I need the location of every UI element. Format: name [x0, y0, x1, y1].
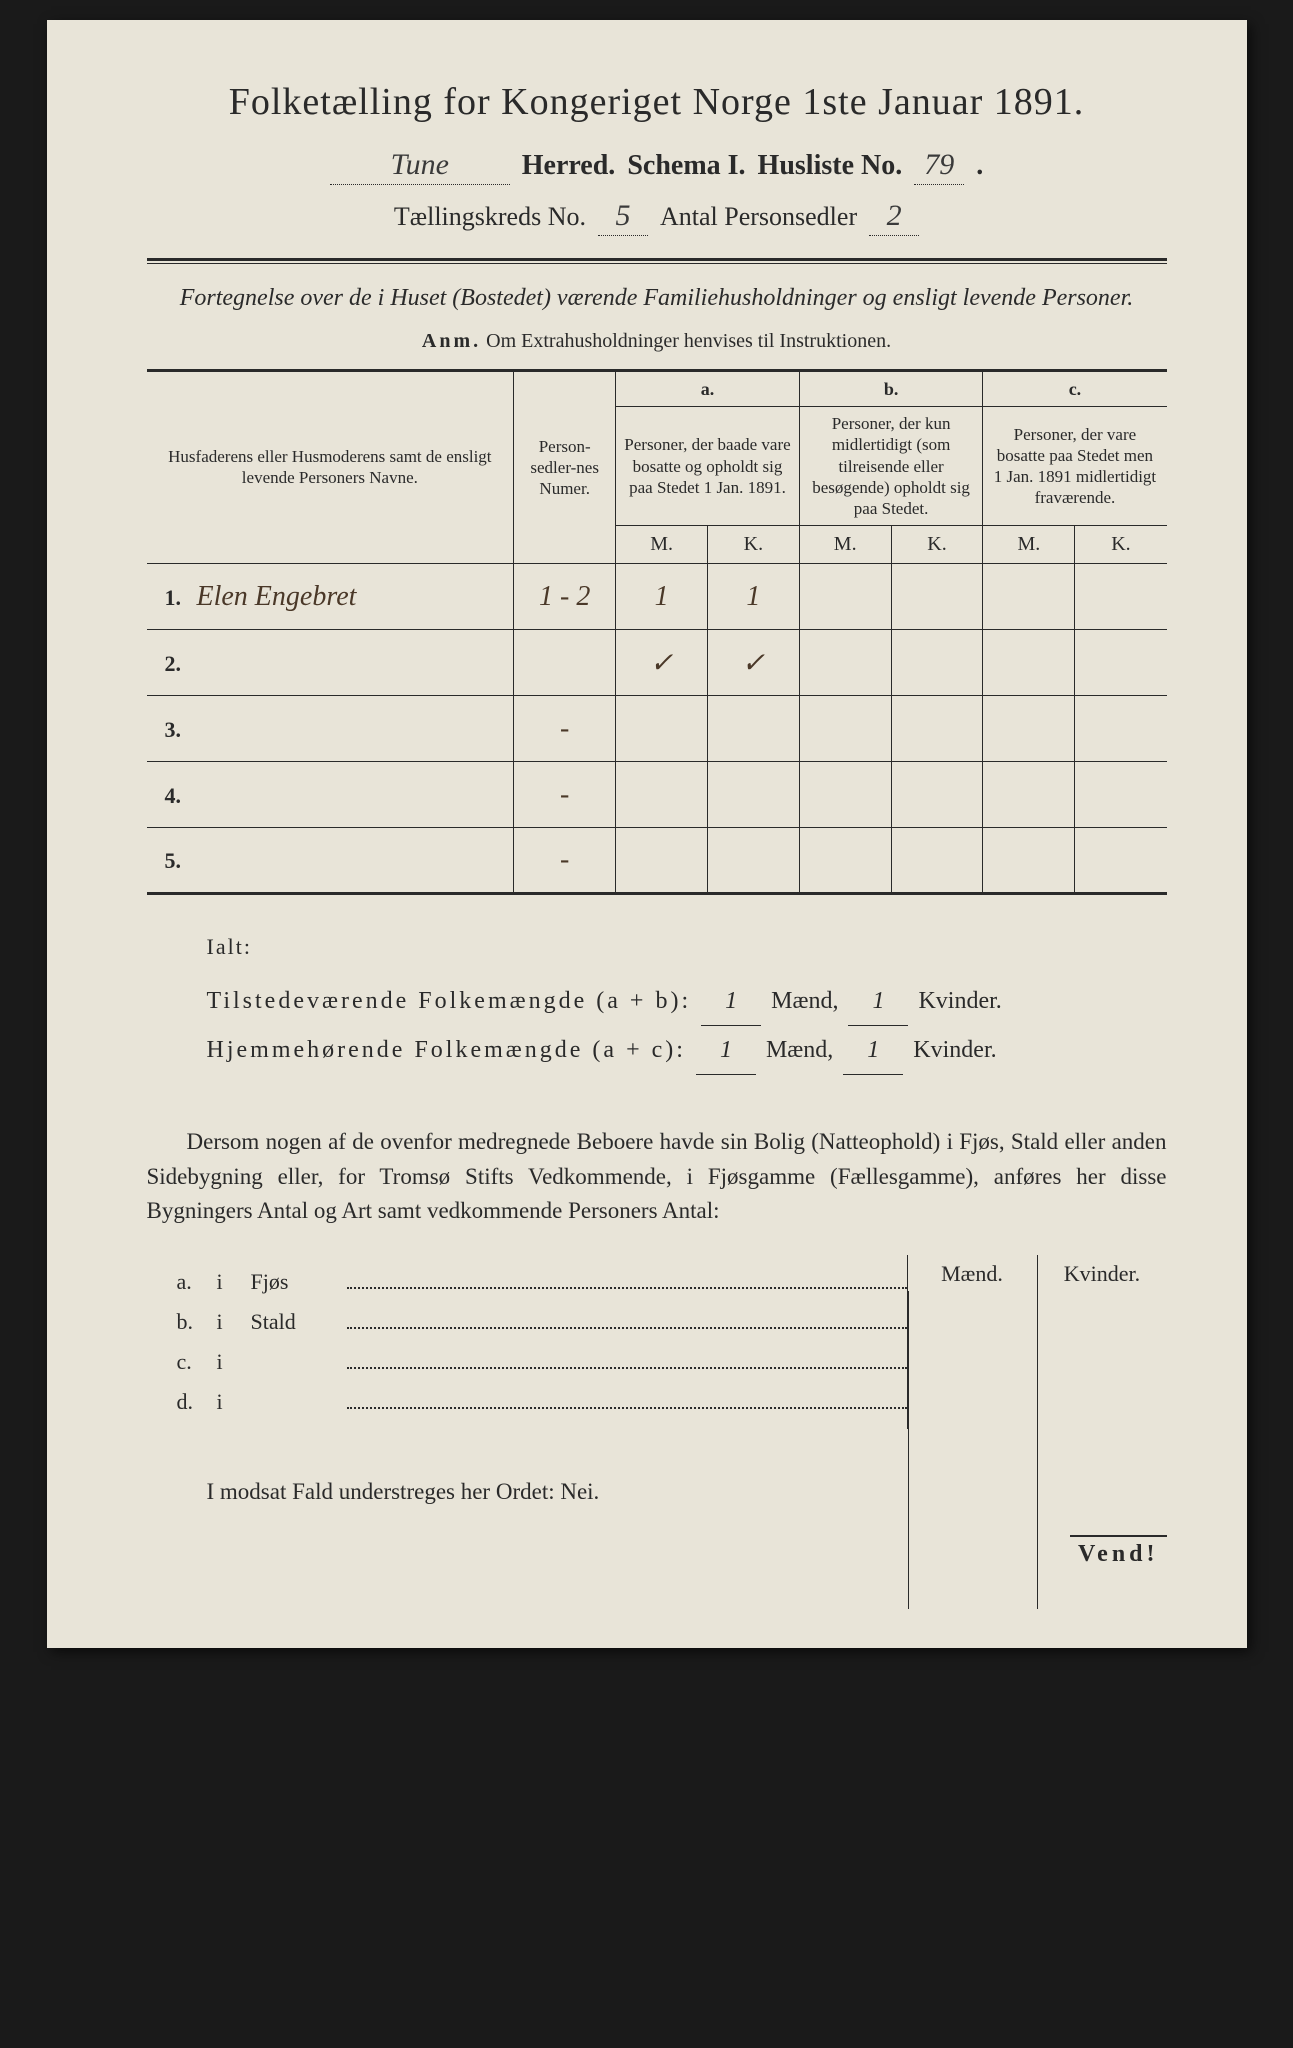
anm-line: Anm. Om Extrahusholdninger henvises til … [147, 330, 1167, 353]
row-a: ✓ ✓ [616, 630, 800, 696]
table-row: 1. Elen Engebret 1 - 2 1 1 [147, 564, 1167, 630]
line2-label: Hjemmehørende Folkemængde (a + c): [207, 1037, 686, 1063]
row-name: 2. [147, 630, 514, 696]
col-a-k: K. [708, 526, 799, 563]
row-a [616, 828, 800, 894]
col-a-label: a. [616, 370, 800, 407]
col-b-k: K. [892, 526, 983, 563]
totals-line-2: Hjemmehørende Folkemængde (a + c): 1 Mæn… [207, 1026, 1167, 1075]
sb-dots [347, 1309, 907, 1329]
line2-k: 1 [843, 1026, 903, 1075]
herred-label: Herred. [522, 150, 616, 182]
main-table: Husfaderens eller Husmoderens samt de en… [147, 369, 1167, 896]
herred-value: Tune [330, 148, 510, 185]
sb-dots [347, 1269, 907, 1289]
row-c [983, 630, 1167, 696]
row-numer: - [514, 828, 616, 894]
husliste-label: Husliste No. [758, 150, 903, 182]
census-form-page: Folketælling for Kongeriget Norge 1ste J… [47, 20, 1247, 1648]
col-a-text: Personer, der baade vare bosatte og opho… [616, 407, 800, 526]
side-buildings: a. i Fjøs b. i Stald c. i d. i Mænd. Kvi… [147, 1255, 1167, 1429]
row-name: 4. [147, 762, 514, 828]
subtitle: Fortegnelse over de i Huset (Bostedet) v… [147, 282, 1167, 316]
row-a [616, 762, 800, 828]
sb-dots [347, 1349, 907, 1369]
table-row: 5. - [147, 828, 1167, 894]
row-b [799, 564, 983, 630]
row-name: 5. [147, 828, 514, 894]
anm-label: Anm. [422, 330, 481, 352]
anm-text: Om Extrahusholdninger henvises til Instr… [486, 330, 891, 352]
sb-letter: d. [177, 1389, 201, 1415]
row-c [983, 762, 1167, 828]
sb-letter: a. [177, 1269, 201, 1295]
sedler-value: 2 [869, 199, 919, 236]
row-a [616, 696, 800, 762]
sb-row: b. i Stald [147, 1309, 907, 1335]
row-b [799, 630, 983, 696]
line1-m: 1 [701, 977, 761, 1026]
sb-i: i [217, 1309, 235, 1335]
sb-label: Stald [251, 1309, 331, 1335]
sb-row: c. i [147, 1349, 907, 1375]
form-title: Folketælling for Kongeriget Norge 1ste J… [147, 80, 1167, 124]
kvinder-2: Kvinder. [913, 1037, 996, 1063]
paragraph: Dersom nogen af de ovenfor medregnede Be… [147, 1125, 1167, 1229]
divider-1 [147, 258, 1167, 264]
row-numer: - [514, 696, 616, 762]
row-c [983, 828, 1167, 894]
row-c [983, 564, 1167, 630]
col-a-m: M. [616, 526, 708, 563]
col-c-k: K. [1075, 526, 1166, 563]
row-b [799, 762, 983, 828]
sb-letter: b. [177, 1309, 201, 1335]
sb-i: i [217, 1349, 235, 1375]
sb-dots [347, 1389, 907, 1409]
husliste-value: 79 [914, 148, 964, 185]
sb-columns: Mænd. Kvinder. [907, 1255, 1167, 1429]
col-b-m: M. [800, 526, 892, 563]
totals-line-1: Tilstedeværende Folkemængde (a + b): 1 M… [207, 977, 1167, 1026]
row-a: 1 1 [616, 564, 800, 630]
col-c-text: Personer, der vare bosatte paa Stedet me… [983, 407, 1167, 526]
col-c-m: M. [983, 526, 1075, 563]
sb-i: i [217, 1269, 235, 1295]
sb-i: i [217, 1389, 235, 1415]
sedler-label: Antal Personsedler [660, 202, 857, 232]
totals-block: Ialt: Tilstedeværende Folkemængde (a + b… [207, 925, 1167, 1075]
sb-label: Fjøs [251, 1269, 331, 1295]
col-numer: Person-sedler-nes Numer. [514, 370, 616, 564]
table-row: 2. ✓ ✓ [147, 630, 1167, 696]
row-name: 3. [147, 696, 514, 762]
row-numer: 1 - 2 [514, 564, 616, 630]
sb-rows: a. i Fjøs b. i Stald c. i d. i [147, 1255, 907, 1429]
sb-letter: c. [177, 1349, 201, 1375]
table-row: 3. - [147, 696, 1167, 762]
row-b [799, 828, 983, 894]
header-line-1: Tune Herred. Schema I. Husliste No. 79. [147, 148, 1167, 185]
row-numer: - [514, 762, 616, 828]
kreds-label: Tællingskreds No. [394, 202, 586, 232]
schema-label: Schema I. [627, 150, 745, 182]
row-name: 1. Elen Engebret [147, 564, 514, 630]
col-b-label: b. [799, 370, 983, 407]
header-line-2: Tællingskreds No. 5 Antal Personsedler 2 [147, 199, 1167, 236]
row-c [983, 696, 1167, 762]
line1-k: 1 [848, 977, 908, 1026]
maend-1: Mænd, [771, 988, 838, 1014]
sb-row: a. i Fjøs [147, 1269, 907, 1295]
col-names: Husfaderens eller Husmoderens samt de en… [147, 370, 514, 564]
table-row: 4. - [147, 762, 1167, 828]
col-b-text: Personer, der kun midlertidigt (som tilr… [799, 407, 983, 526]
row-b [799, 696, 983, 762]
kvinder-1: Kvinder. [918, 988, 1001, 1014]
ialt-label: Ialt: [207, 925, 1167, 969]
line1-label: Tilstedeværende Folkemængde (a + b): [207, 988, 692, 1014]
col-c-label: c. [983, 370, 1167, 407]
maend-2: Mænd, [766, 1037, 833, 1063]
sb-row: d. i [147, 1389, 907, 1415]
row-numer [514, 630, 616, 696]
line2-m: 1 [696, 1026, 756, 1075]
kreds-value: 5 [598, 199, 648, 236]
